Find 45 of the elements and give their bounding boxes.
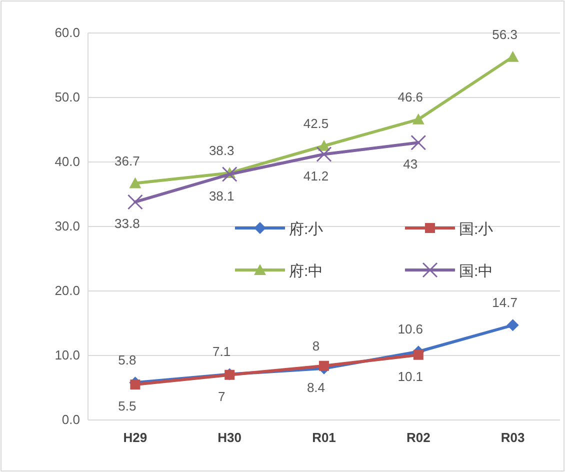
data-label: 33.8: [114, 216, 140, 231]
data-label: 8: [312, 338, 320, 354]
data-label: 41.2: [303, 168, 329, 184]
point: [410, 134, 426, 150]
data-label: 38.3: [208, 142, 234, 158]
point: [412, 113, 424, 124]
data-label: 36.7: [114, 153, 140, 168]
data-label: 43: [403, 156, 418, 172]
legend-label: 府:中: [289, 263, 324, 280]
x-tick-label: R01: [312, 430, 336, 445]
x-tick-label: H30: [218, 430, 242, 445]
point: [506, 50, 519, 62]
data-label: 10.6: [398, 322, 424, 337]
y-tick-label: 10.0: [54, 348, 80, 362]
data-label: 56.3: [492, 26, 518, 42]
point: [130, 380, 140, 390]
data-label: 14.7: [492, 295, 518, 310]
y-tick-label: 50.0: [54, 90, 80, 104]
data-label: 46.6: [398, 89, 424, 104]
point: [316, 146, 332, 162]
point: [413, 350, 424, 360]
y-tick-label: 40.0: [54, 154, 80, 169]
data-label: 5.5: [118, 398, 136, 414]
data-label: 42.5: [303, 116, 329, 131]
x-tick-label: R02: [406, 430, 430, 445]
y-tick-label: 30.0: [54, 218, 80, 234]
x-tick-label: H29: [123, 430, 148, 445]
data-label: 7.1: [212, 344, 231, 360]
y-tick-label: 60.0: [54, 25, 80, 40]
legend-label: 国:中: [459, 263, 494, 280]
y-tick-label: 0.0: [62, 412, 80, 427]
legend-label: 国:小: [459, 221, 494, 238]
point: [506, 319, 519, 332]
data-label: 10.1: [398, 368, 424, 384]
y-tick-label: 20.0: [54, 283, 80, 298]
point: [319, 360, 329, 371]
point: [129, 177, 142, 188]
data-label: 38.1: [208, 188, 234, 204]
point: [222, 166, 238, 182]
data-label: 7: [218, 388, 226, 404]
legend-label: 府:小: [289, 221, 324, 238]
data-label: 5.8: [118, 352, 136, 368]
x-tick-label: R03: [500, 430, 525, 445]
point: [127, 194, 143, 210]
data-label: 8.4: [306, 380, 326, 395]
